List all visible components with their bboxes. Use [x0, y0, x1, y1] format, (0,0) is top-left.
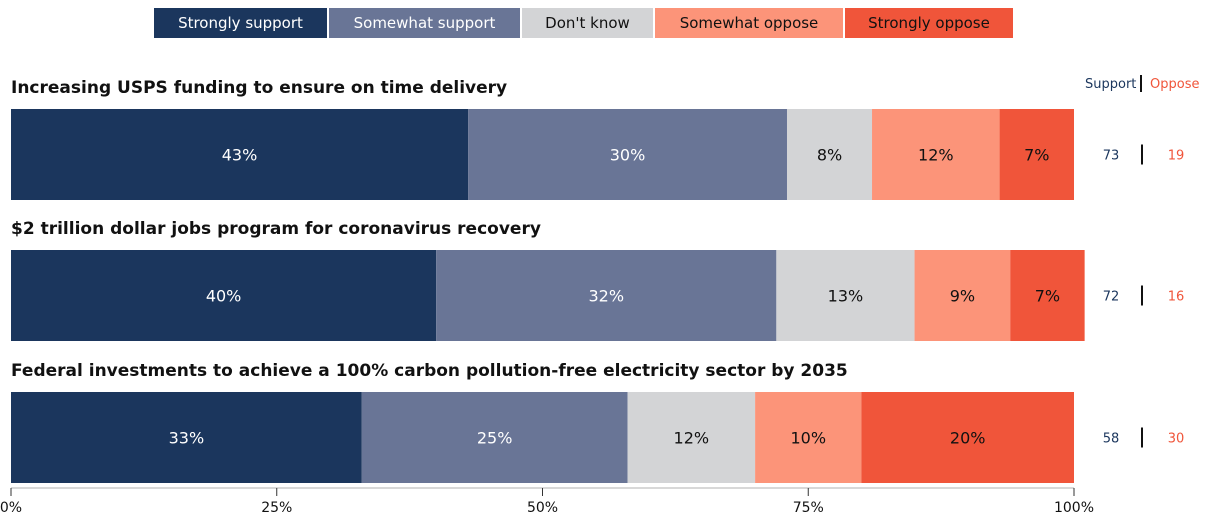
data-label: 32%	[588, 287, 624, 306]
question-title-1: Increasing USPS funding to ensure on tim…	[11, 78, 508, 98]
bar-segment	[468, 109, 787, 200]
data-label: 10%	[790, 429, 826, 448]
oppose-header: Oppose	[1150, 77, 1200, 92]
data-label: 33%	[169, 429, 205, 448]
x-tick-label: 25%	[261, 500, 292, 516]
bar-segment	[11, 250, 437, 341]
question-title-2: $2 trillion dollar jobs program for coro…	[11, 219, 541, 239]
bar-segment	[755, 392, 862, 483]
bar-segment	[361, 392, 628, 483]
header-divider	[1140, 75, 1142, 92]
data-label: 25%	[477, 429, 513, 448]
data-label: 13%	[828, 287, 864, 306]
oppose-total: 19	[1168, 149, 1185, 164]
legend-somewhat-oppose: Somewhat oppose	[655, 8, 843, 38]
question-title-3: Federal investments to achieve a 100% ca…	[11, 361, 848, 381]
x-tick-label: 75%	[793, 500, 824, 516]
legend-strongly-oppose: Strongly oppose	[845, 8, 1013, 38]
bar-segment	[786, 109, 873, 200]
support-header: Support	[1085, 77, 1137, 92]
data-label: 43%	[222, 146, 258, 165]
bar-segment	[914, 250, 1011, 341]
support-total: 58	[1103, 432, 1120, 447]
bar-segment	[776, 250, 915, 341]
data-label: 12%	[674, 429, 710, 448]
support-total: 73	[1103, 149, 1120, 164]
support-total: 72	[1103, 290, 1120, 305]
bar-segment	[11, 392, 362, 483]
data-label: 20%	[950, 429, 986, 448]
data-label: 8%	[817, 146, 842, 165]
legend-strongly-support: Strongly support	[154, 8, 327, 38]
bar-segment	[1010, 250, 1085, 341]
data-label: 7%	[1035, 287, 1060, 306]
bar-segment	[999, 109, 1074, 200]
data-label: 40%	[206, 287, 242, 306]
legend-somewhat-support: Somewhat support	[329, 8, 520, 38]
oppose-total: 30	[1168, 432, 1185, 447]
bar-segment	[872, 109, 1000, 200]
bar-segment	[627, 392, 756, 483]
data-label: 9%	[950, 287, 975, 306]
data-label: 7%	[1024, 146, 1049, 165]
x-tick-label: 100%	[1054, 500, 1094, 516]
bar-segment	[861, 392, 1074, 483]
x-tick-label: 0%	[0, 500, 22, 516]
x-tick-label: 50%	[527, 500, 558, 516]
data-label: 30%	[610, 146, 646, 165]
oppose-total: 16	[1168, 290, 1185, 305]
data-label: 12%	[918, 146, 954, 165]
bar-segment	[436, 250, 777, 341]
legend-dont-know: Don't know	[522, 8, 653, 38]
bar-segment	[11, 109, 469, 200]
